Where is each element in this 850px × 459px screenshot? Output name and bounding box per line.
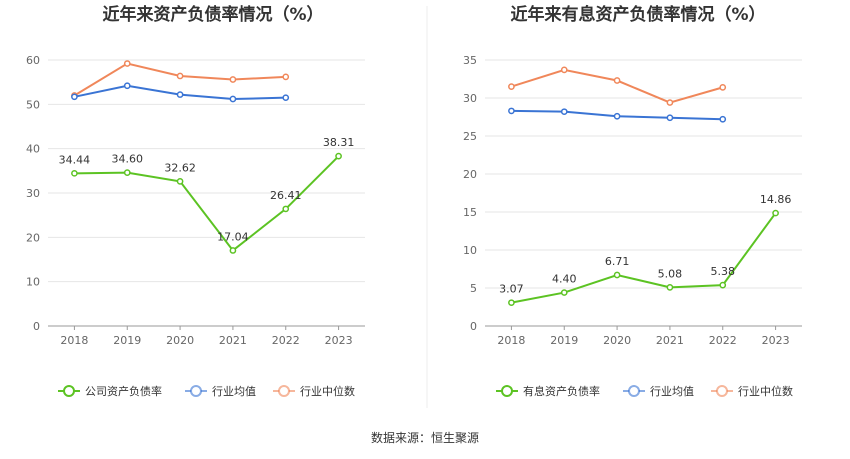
data-point[interactable] [335, 152, 342, 160]
chart-debt-ratio: 近年来资产负债率情况（%） 0 10 20 30 40 50 60 2018 2019 2020 2… [26, 4, 365, 398]
y-tick-label: 30 [26, 187, 40, 200]
data-point[interactable] [560, 289, 568, 296]
data-point[interactable] [719, 84, 727, 91]
data-point[interactable] [123, 60, 131, 67]
legend-label: 行业均值 [212, 385, 256, 398]
data-label: 34.60 [112, 153, 144, 166]
legend-swatch-marker [501, 385, 513, 397]
x-tick-label: 2023 [325, 334, 353, 347]
y-tick-label: 25 [463, 130, 477, 143]
x-tick-label: 2022 [709, 334, 737, 347]
data-point[interactable] [560, 66, 568, 74]
data-point[interactable] [229, 247, 237, 254]
data-point[interactable] [123, 82, 131, 90]
data-point[interactable] [71, 93, 78, 101]
data-point[interactable] [666, 114, 674, 122]
data-label: 34.44 [59, 153, 91, 166]
data-point[interactable] [229, 76, 237, 83]
y-tick-label: 35 [463, 54, 477, 67]
data-point[interactable] [719, 115, 727, 123]
x-tick-label: 2019 [113, 334, 141, 347]
legend-swatch-marker [278, 385, 290, 397]
x-tick-label: 2020 [166, 334, 194, 347]
data-point[interactable] [508, 83, 515, 90]
data-point[interactable] [176, 178, 184, 185]
legend-item-2[interactable]: 行业中位数 [273, 384, 355, 398]
data-label: 14.86 [760, 193, 792, 206]
data-point[interactable] [229, 95, 237, 103]
y-tick-label: 20 [26, 231, 40, 244]
legend-item-0[interactable]: 有息资产负债率 [496, 384, 600, 398]
x-tick-label: 2021 [656, 334, 684, 347]
legend-label: 公司资产负债率 [85, 384, 162, 398]
legend-item-0[interactable]: 公司资产负债率 [58, 384, 162, 398]
data-point[interactable] [666, 284, 674, 291]
data-label: 17.04 [217, 230, 249, 243]
legend-item-1[interactable]: 行业均值 [623, 385, 694, 398]
data-point[interactable] [613, 112, 621, 120]
data-point[interactable] [176, 91, 184, 98]
data-label: 5.38 [711, 265, 736, 278]
legend-label: 有息资产负债率 [523, 384, 600, 398]
x-tick-label: 2021 [219, 334, 247, 347]
data-label: 3.07 [499, 283, 524, 296]
x-tick-label: 2022 [272, 334, 300, 347]
y-tick-label: 60 [26, 54, 40, 67]
chart-title: 近年来有息资产负债率情况（%） [510, 4, 765, 25]
legend-swatch-marker [628, 385, 640, 397]
data-point[interactable] [508, 107, 515, 115]
data-label: 38.31 [323, 136, 355, 149]
data-point[interactable] [666, 99, 674, 106]
chart-title: 近年来资产负债率情况（%） [102, 4, 323, 25]
legend-item-2[interactable]: 行业中位数 [711, 384, 793, 398]
x-tick-label: 2018 [497, 334, 525, 347]
y-tick-label: 15 [463, 206, 477, 219]
source-label: 数据来源：恒生聚源 [371, 430, 479, 445]
data-point[interactable] [282, 73, 290, 81]
y-tick-label: 0 [470, 320, 477, 333]
data-point[interactable] [772, 209, 779, 217]
y-tick-label: 10 [463, 244, 477, 257]
data-point[interactable] [719, 281, 727, 289]
y-tick-label: 30 [463, 92, 477, 105]
legend-item-1[interactable]: 行业均值 [185, 385, 256, 398]
data-label: 26.41 [270, 189, 302, 202]
data-point[interactable] [123, 169, 131, 176]
y-tick-label: 40 [26, 143, 40, 156]
legend-swatch-marker [63, 385, 75, 397]
legend-swatch-marker [716, 385, 728, 397]
x-tick-label: 2019 [550, 334, 578, 347]
chart-interest-bearing-debt-ratio: 近年来有息资产负债率情况（%） 0 5 10 15 20 25 30 35 2018 2019 20… [463, 4, 802, 398]
series-line-0 [511, 212, 777, 304]
data-label: 5.08 [658, 267, 683, 280]
y-tick-label: 0 [33, 320, 40, 333]
data-point[interactable] [71, 169, 78, 177]
legend-label: 行业中位数 [300, 384, 355, 398]
legend-label: 行业中位数 [738, 384, 793, 398]
legend-label: 行业均值 [650, 385, 694, 398]
x-tick-label: 2020 [603, 334, 631, 347]
data-point[interactable] [508, 299, 515, 307]
data-label: 6.71 [605, 255, 630, 268]
legend-swatch-marker [190, 385, 202, 397]
data-point[interactable] [282, 205, 290, 213]
series-line-0 [74, 155, 340, 252]
y-tick-label: 20 [463, 168, 477, 181]
data-label: 32.62 [164, 161, 196, 174]
x-tick-label: 2018 [60, 334, 88, 347]
data-label: 4.40 [552, 273, 577, 286]
y-tick-label: 10 [26, 276, 40, 289]
x-tick-label: 2023 [762, 334, 790, 347]
data-point[interactable] [560, 108, 568, 116]
data-point[interactable] [613, 77, 621, 84]
data-point[interactable] [282, 94, 290, 102]
data-point[interactable] [176, 72, 184, 80]
y-tick-label: 5 [470, 282, 477, 295]
data-point[interactable] [613, 271, 621, 279]
y-tick-label: 50 [26, 98, 40, 111]
